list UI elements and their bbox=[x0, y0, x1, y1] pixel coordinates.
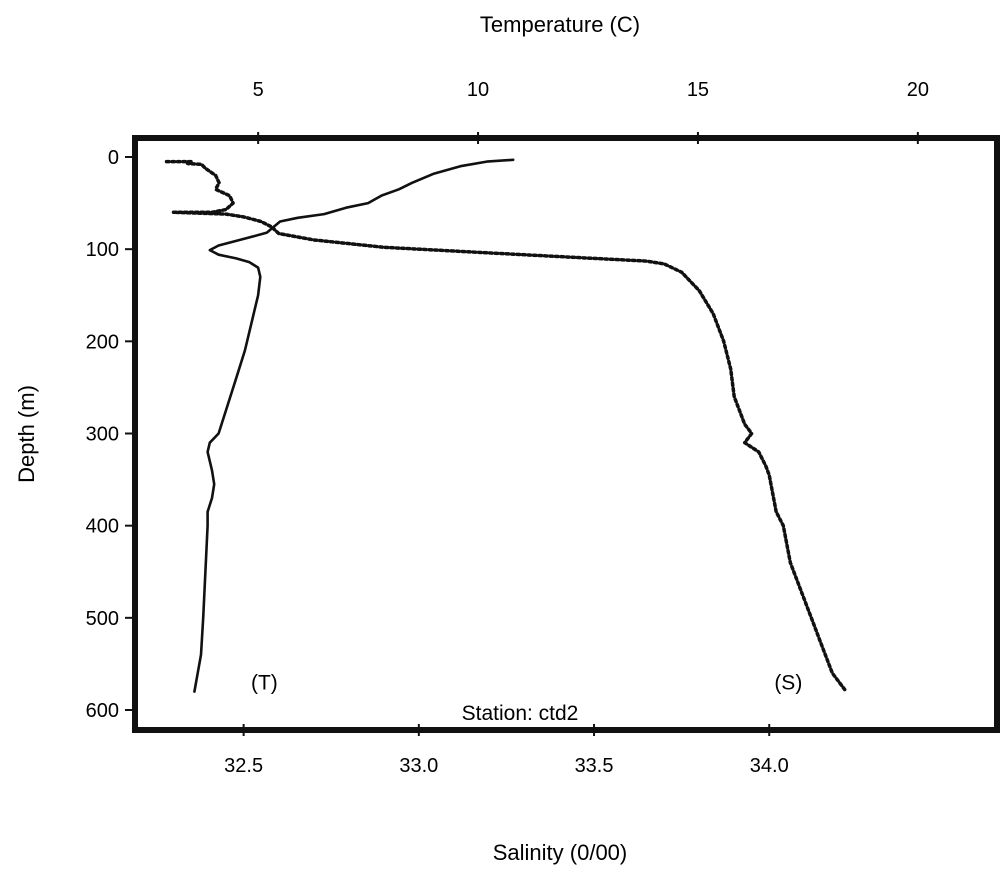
temperature-tick-label: 5 bbox=[253, 79, 264, 101]
plot-frame bbox=[132, 135, 1000, 733]
depth-tick-label: 500 bbox=[86, 608, 119, 630]
temperature-profile-line bbox=[193, 158, 515, 693]
salinity-tick-label: 33.0 bbox=[399, 755, 438, 777]
salinity-axis-title: Salinity (0/00) bbox=[493, 840, 628, 865]
temperature-series-label: (T) bbox=[251, 672, 278, 695]
salinity-profile-line bbox=[164, 159, 849, 694]
depth-tick-label: 0 bbox=[108, 147, 119, 169]
salinity-series-label: (S) bbox=[774, 672, 802, 695]
depth-tick-label: 300 bbox=[86, 424, 119, 446]
temperature-tick-label: 20 bbox=[907, 79, 929, 101]
depth-tick-label: 600 bbox=[86, 700, 119, 722]
temperature-axis-title: Temperature (C) bbox=[480, 12, 640, 37]
depth-axis-title: Depth (m) bbox=[14, 385, 39, 483]
salinity-tick-label: 34.0 bbox=[750, 755, 789, 777]
temperature-tick-label: 15 bbox=[687, 79, 709, 101]
depth-tick-label: 200 bbox=[86, 331, 119, 353]
station-label: Station: ctd2 bbox=[462, 702, 579, 725]
temperature-tick-label: 10 bbox=[467, 79, 489, 101]
salinity-tick-label: 32.5 bbox=[224, 755, 263, 777]
depth-tick-label: 400 bbox=[86, 516, 119, 538]
salinity-tick-label: 33.5 bbox=[575, 755, 614, 777]
depth-tick-label: 100 bbox=[86, 239, 119, 261]
